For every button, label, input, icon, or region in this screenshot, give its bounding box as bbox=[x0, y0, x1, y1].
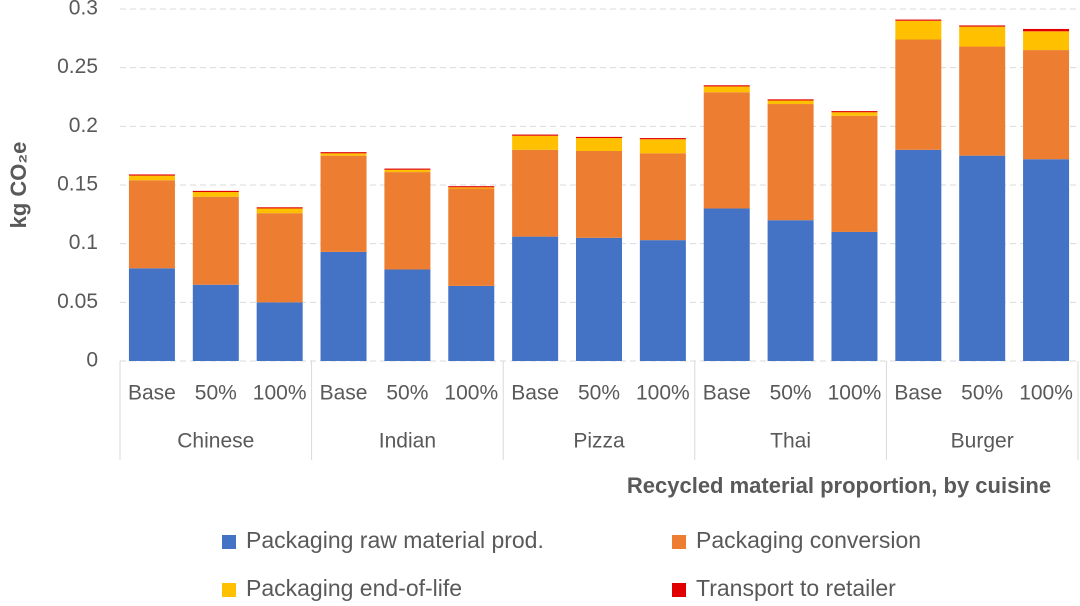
bar-segment bbox=[128, 175, 175, 181]
x-tick-label: 100% bbox=[1019, 382, 1073, 405]
bar-segment bbox=[895, 19, 942, 21]
bar-segment bbox=[576, 237, 622, 361]
bar-segment bbox=[703, 85, 750, 87]
bar-segment bbox=[384, 269, 431, 361]
x-tick-label: Base bbox=[703, 382, 751, 405]
bar-segment bbox=[512, 236, 559, 361]
bar-segment bbox=[767, 220, 814, 361]
legend-swatch bbox=[222, 583, 236, 597]
legend-swatch bbox=[672, 583, 686, 597]
bar-segment bbox=[703, 86, 750, 93]
legend-label: Transport to retailer bbox=[696, 575, 896, 601]
legend-swatch bbox=[222, 535, 236, 549]
legend-label: Packaging conversion bbox=[696, 527, 921, 553]
bar-segment bbox=[895, 20, 942, 40]
group-label: Pizza bbox=[573, 430, 625, 453]
y-tick-label: 0 bbox=[86, 349, 98, 372]
bar-segment bbox=[448, 285, 495, 361]
bar-segment bbox=[959, 25, 1006, 27]
bar-segment bbox=[512, 149, 559, 237]
x-tick-label: Base bbox=[128, 382, 176, 405]
bar-segment bbox=[128, 180, 175, 269]
bar-segment bbox=[576, 138, 622, 151]
legend-swatch bbox=[672, 535, 686, 549]
y-axis-title: kg CO₂e bbox=[6, 142, 31, 229]
y-tick-label: 0.3 bbox=[69, 0, 98, 20]
bar-segment bbox=[448, 188, 495, 286]
legend-label: Packaging raw material prod. bbox=[246, 527, 544, 553]
bar-segment bbox=[320, 152, 367, 154]
bar-segment bbox=[192, 190, 239, 193]
y-tick-label: 0.15 bbox=[57, 173, 98, 196]
bar-segment bbox=[192, 284, 239, 361]
group-label: Chinese bbox=[177, 430, 254, 453]
bar-segment bbox=[128, 268, 175, 361]
x-tick-label: 50% bbox=[195, 382, 237, 405]
bar-segment bbox=[959, 155, 1006, 361]
bar-segment bbox=[512, 135, 559, 150]
bar-segment bbox=[256, 208, 303, 214]
bar-segment bbox=[895, 39, 942, 150]
bar-segment bbox=[959, 26, 1006, 47]
bar-segment bbox=[384, 168, 431, 170]
x-tick-label: 50% bbox=[961, 382, 1003, 405]
bar-segment bbox=[320, 153, 367, 156]
bar-segment bbox=[1023, 159, 1070, 361]
x-tick-label: 100% bbox=[253, 382, 307, 405]
bar-segment bbox=[320, 155, 367, 252]
bar-segment bbox=[384, 172, 431, 270]
x-tick-label: Base bbox=[320, 382, 368, 405]
bar-segment bbox=[639, 139, 686, 154]
bar-segment bbox=[767, 99, 814, 101]
bar-segment bbox=[895, 149, 942, 361]
bar-segment bbox=[1023, 28, 1070, 32]
bar-segment bbox=[320, 251, 367, 361]
bar-segment bbox=[384, 169, 431, 173]
y-tick-label: 0.1 bbox=[69, 231, 98, 254]
group-label: Indian bbox=[379, 430, 436, 453]
x-tick-label: 100% bbox=[636, 382, 690, 405]
x-tick-label: 50% bbox=[578, 382, 620, 405]
bar-segment bbox=[959, 46, 1006, 156]
bar-segment bbox=[576, 150, 622, 238]
bar-segment bbox=[831, 111, 878, 113]
x-tick-label: Base bbox=[511, 382, 559, 405]
x-axis-title: Recycled material proportion, by cuisine bbox=[627, 473, 1051, 498]
bar-segment bbox=[512, 134, 559, 136]
bar-segment bbox=[831, 231, 878, 361]
y-tick-label: 0.2 bbox=[69, 114, 98, 137]
bar-segment bbox=[576, 136, 622, 139]
group-label: Burger bbox=[951, 430, 1014, 453]
bar-segment bbox=[192, 196, 239, 285]
bar-segment bbox=[639, 153, 686, 241]
bar-segment bbox=[448, 186, 495, 188]
group-label: Thai bbox=[770, 430, 811, 453]
bar-segment bbox=[639, 138, 686, 140]
x-tick-label: 50% bbox=[770, 382, 812, 405]
bar-segment bbox=[256, 302, 303, 361]
y-tick-label: 0.25 bbox=[57, 55, 98, 78]
bar-segment bbox=[256, 207, 303, 209]
x-tick-label: 50% bbox=[386, 382, 428, 405]
x-tick-label: 100% bbox=[444, 382, 498, 405]
x-tick-label: 100% bbox=[828, 382, 882, 405]
bar-segment bbox=[767, 100, 814, 105]
bar-segment bbox=[767, 104, 814, 221]
bar-segment bbox=[831, 115, 878, 232]
bar-segment bbox=[703, 208, 750, 361]
bar-segment bbox=[1023, 31, 1070, 51]
y-tick-label: 0.05 bbox=[57, 290, 98, 313]
legend-label: Packaging end-of-life bbox=[246, 575, 462, 601]
bar-segment bbox=[128, 174, 175, 176]
bar-segment bbox=[703, 92, 750, 209]
bar-segment bbox=[639, 240, 686, 361]
bar-segment bbox=[831, 112, 878, 116]
bar-segment bbox=[1023, 50, 1070, 160]
bar-segment bbox=[256, 213, 303, 303]
x-tick-label: Base bbox=[894, 382, 942, 405]
bar-segment bbox=[448, 187, 495, 189]
bar-segment bbox=[192, 192, 239, 197]
